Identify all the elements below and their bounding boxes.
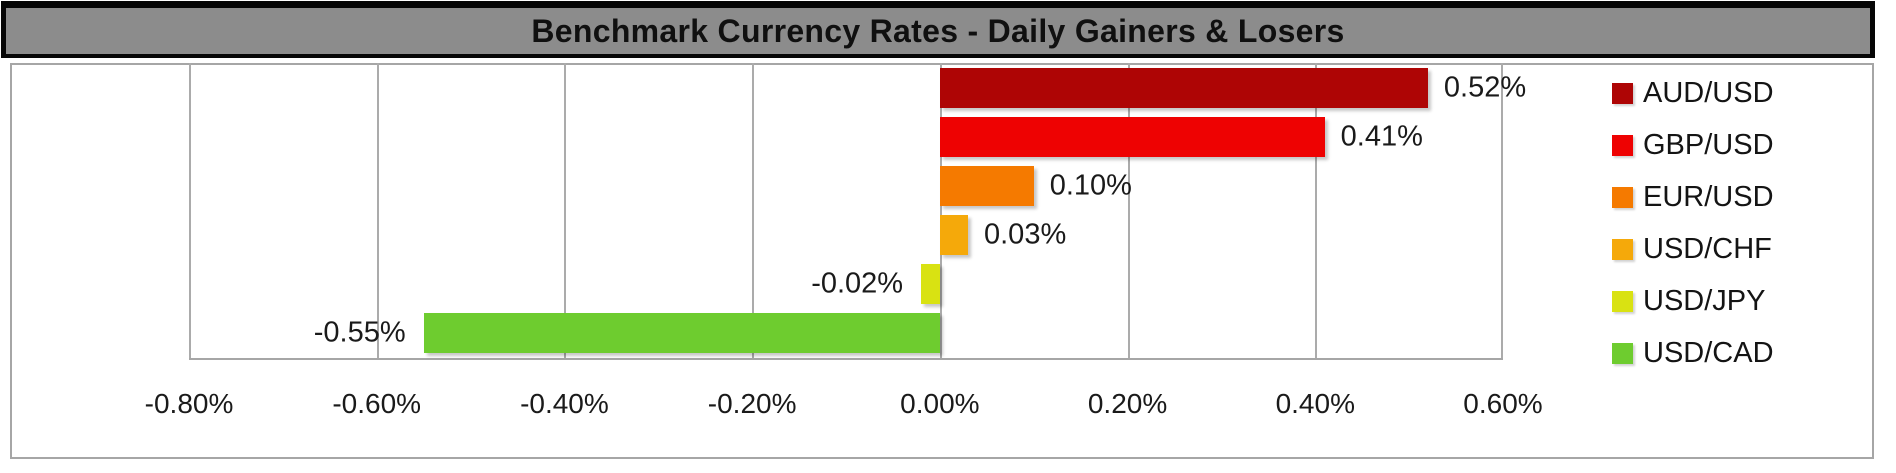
x-tick-label: -0.40% <box>520 388 609 419</box>
legend-label: AUD/USD <box>1643 76 1774 109</box>
bar-value-label: -0.55% <box>313 316 406 349</box>
x-tick-label: 0.40% <box>1275 388 1355 419</box>
legend-item-usd-cad: USD/CAD <box>1612 327 1774 379</box>
legend-swatch-icon <box>1612 82 1633 104</box>
x-tick-label: 0.20% <box>1087 388 1168 419</box>
legend-item-eur-usd: EUR/USD <box>1612 171 1774 223</box>
x-tick-label: -0.80% <box>144 388 234 419</box>
legend-swatch-icon <box>1612 186 1633 208</box>
x-axis: -0.80% -0.60% -0.40% -0.20% 0.00% 0.20% 0.40% 0… <box>145 388 1543 428</box>
bar-aud-usd <box>939 67 1428 108</box>
legend-label: USD/CHF <box>1643 232 1772 265</box>
legend-swatch-icon <box>1612 134 1633 156</box>
bar-usd-cad <box>423 313 940 354</box>
gridline <box>1127 63 1130 358</box>
x-tick-label: 0.60% <box>1463 388 1543 419</box>
bar-gbp-usd <box>939 116 1325 157</box>
bar-usd-chf <box>939 215 968 256</box>
legend-label: EUR/USD <box>1643 180 1774 213</box>
bar-value-label: 0.10% <box>1049 169 1132 202</box>
gridline <box>939 63 942 358</box>
x-tick-label: -0.20% <box>707 388 797 419</box>
gridline <box>1501 63 1503 358</box>
legend-swatch-icon <box>1612 290 1633 312</box>
legend-swatch-icon <box>1612 238 1633 260</box>
gridline <box>752 63 755 358</box>
legend-swatch-icon <box>1612 342 1633 364</box>
legend: AUD/USD GBP/USD EUR/USD USD/CHF USD/JPY USD/C… <box>1612 67 1774 379</box>
bar-value-label: 0.41% <box>1340 120 1423 153</box>
chart-title: Benchmark Currency Rates - Daily Gainers… <box>531 12 1345 49</box>
x-tick-label: 0.00% <box>900 388 980 419</box>
gridline <box>376 63 379 358</box>
bar-eur-usd <box>939 165 1034 206</box>
legend-label: GBP/USD <box>1643 128 1774 161</box>
bar-value-label: -0.02% <box>811 267 904 300</box>
legend-item-aud-usd: AUD/USD <box>1612 67 1774 119</box>
legend-label: USD/JPY <box>1643 284 1766 317</box>
gridline <box>564 63 567 358</box>
bar-usd-jpy <box>921 264 940 305</box>
x-tick-label: -0.60% <box>332 388 422 419</box>
chart-title-bar: Benchmark Currency Rates - Daily Gainers… <box>1 1 1875 58</box>
legend-label: USD/CAD <box>1643 336 1774 369</box>
bar-value-label: 0.52% <box>1443 71 1527 104</box>
legend-item-usd-jpy: USD/JPY <box>1612 275 1774 327</box>
bar-value-label: 0.03% <box>984 218 1067 251</box>
gridline <box>189 63 191 358</box>
gridline <box>1315 63 1318 358</box>
plot-area: 0.52% 0.41% 0.10% 0.03% -0.02% -0.55% <box>189 63 1526 360</box>
legend-item-gbp-usd: GBP/USD <box>1612 119 1774 171</box>
legend-item-usd-chf: USD/CHF <box>1612 223 1774 275</box>
